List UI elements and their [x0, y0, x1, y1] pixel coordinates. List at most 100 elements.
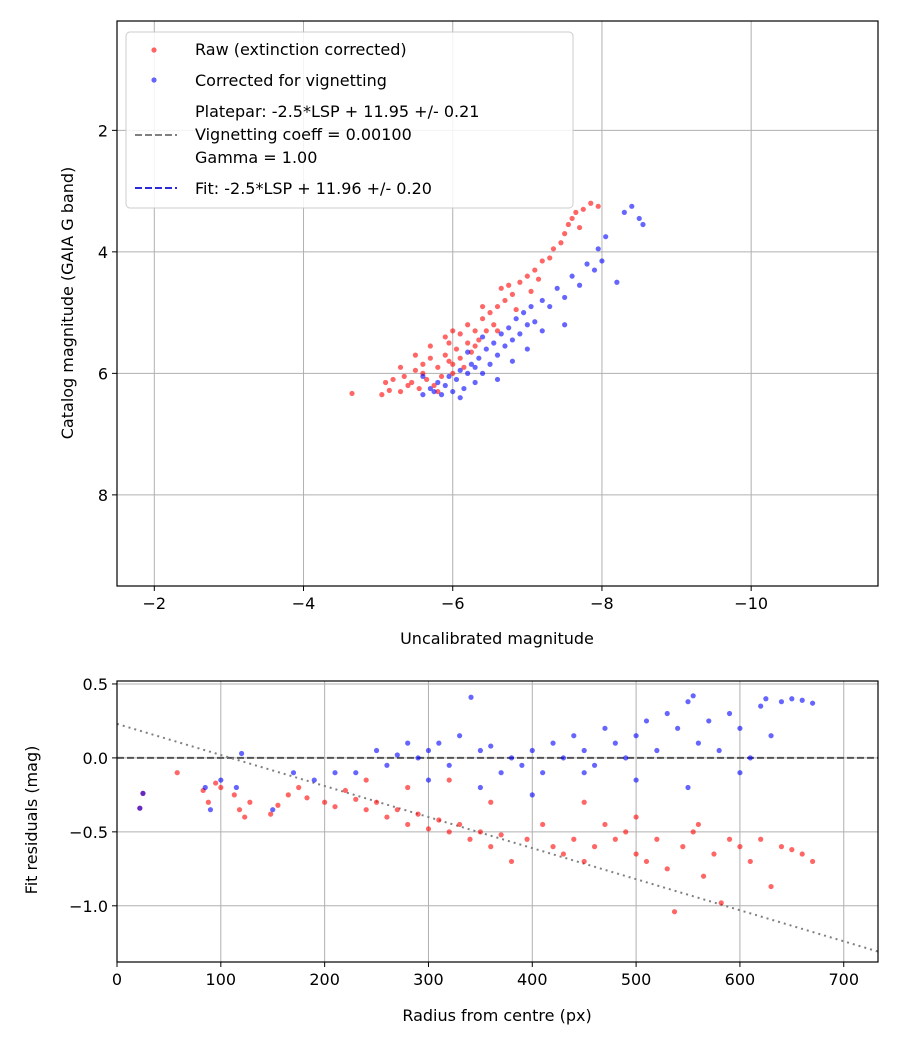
- data-point-series-0: [711, 851, 717, 857]
- x-tick-label: 300: [413, 970, 444, 989]
- data-point-series-0: [479, 316, 486, 322]
- y-tick-label: −0.5: [69, 823, 108, 842]
- bottom-y-ticks: 0.5 0.0 −0.5 −1.0: [69, 675, 117, 916]
- data-point-series-1: [465, 349, 471, 355]
- data-point-series-0: [386, 387, 392, 393]
- data-point-series-1: [521, 310, 527, 316]
- data-point-series-0: [405, 821, 411, 828]
- data-point-series-0: [467, 836, 473, 842]
- data-point-series-1: [438, 392, 445, 398]
- legend-marker-raw: [151, 47, 157, 53]
- legend: Raw (extinction corrected) Corrected for…: [125, 31, 574, 209]
- data-point-series-1: [524, 346, 530, 352]
- data-point-series-0: [442, 334, 448, 340]
- data-point-series-1: [629, 203, 635, 209]
- data-point-series-1: [763, 696, 769, 702]
- data-point-series-1: [581, 770, 587, 776]
- data-point-series-0: [382, 379, 389, 386]
- data-point-series-0: [332, 804, 338, 810]
- data-point-series-0: [453, 346, 460, 352]
- data-point-series-0: [465, 322, 471, 328]
- data-point-series-0: [487, 310, 493, 316]
- data-point-series-1: [425, 777, 432, 783]
- data-point-series-0: [502, 297, 508, 304]
- data-point-series-0: [457, 355, 463, 361]
- data-point-series-0: [450, 361, 456, 367]
- data-point-series-1: [457, 367, 463, 373]
- data-point-series-0: [322, 799, 328, 805]
- data-point-series-0: [581, 799, 587, 805]
- data-point-series-1: [513, 316, 519, 322]
- data-point-series-1: [353, 770, 359, 776]
- data-point-series-0: [205, 799, 211, 805]
- data-point-series-0: [528, 288, 534, 294]
- data-point-series-0: [700, 873, 707, 879]
- x-tick-label: 700: [828, 970, 859, 989]
- bottom-frame: [116, 680, 879, 963]
- data-point-series-1: [446, 762, 452, 768]
- data-point-series-0: [405, 784, 411, 791]
- data-point-series-0: [483, 328, 489, 334]
- data-point-series-0: [477, 829, 483, 835]
- data-point-series-0: [342, 787, 349, 794]
- y-tick-label: −1.0: [69, 897, 108, 916]
- data-point-series-1: [420, 373, 426, 380]
- data-point-series-1: [509, 358, 516, 364]
- data-point-series-0: [435, 364, 441, 370]
- data-point-series-0: [397, 364, 404, 370]
- data-point-series-0: [304, 795, 310, 801]
- reference-line-1: [117, 722, 878, 953]
- data-point-series-1: [685, 784, 691, 791]
- data-point-series-1: [420, 392, 426, 398]
- data-point-series-1: [614, 279, 620, 285]
- data-point-series-1: [465, 370, 471, 376]
- data-point-series-0: [569, 215, 575, 222]
- data-point-series-1: [425, 747, 432, 754]
- top-frame: [116, 20, 879, 587]
- data-point-series-0: [664, 866, 670, 872]
- data-point-series-0: [602, 821, 608, 828]
- data-point-series-0: [420, 361, 426, 367]
- bottom-y-axis-label: Fit residuals (mag): [22, 746, 41, 895]
- data-point-series-0: [535, 276, 542, 282]
- data-point-series-0: [390, 376, 396, 383]
- data-point-series-1: [554, 285, 560, 291]
- data-point-series-1: [560, 755, 567, 761]
- data-point-series-0: [427, 343, 433, 349]
- bottom-x-ticks: 0 100 200 300 400 500 600 700: [112, 962, 859, 989]
- data-point-series-0: [726, 836, 733, 842]
- bottom-points: [137, 693, 816, 915]
- data-point-series-1: [576, 282, 583, 288]
- data-point-series-0: [488, 799, 494, 805]
- data-point-series-1: [453, 376, 460, 383]
- x-tick-label: 600: [725, 970, 756, 989]
- data-point-series-1: [487, 361, 493, 367]
- data-point-series-0: [363, 777, 369, 783]
- data-point-series-0: [789, 847, 795, 853]
- data-point-series-1: [621, 209, 627, 215]
- legend-label-raw: Raw (extinction corrected): [195, 40, 407, 59]
- data-point-series-1: [633, 777, 639, 783]
- data-point-series-0: [623, 829, 629, 835]
- data-point-series-0: [524, 836, 530, 842]
- data-point-series-0: [488, 844, 494, 850]
- data-point-series-1: [789, 696, 795, 702]
- data-point-series-1: [640, 221, 646, 228]
- x-tick-label: 200: [309, 970, 340, 989]
- data-point-series-0: [457, 331, 463, 337]
- data-point-series-1: [476, 355, 482, 361]
- x-tick-label: 0: [112, 970, 122, 989]
- legend-label-fit: Fit: -2.5*LSP + 11.96 +/- 0.20: [195, 179, 432, 198]
- data-point-series-1: [373, 747, 380, 754]
- data-point-series-0: [588, 200, 594, 206]
- y-tick-label: 6: [98, 364, 108, 383]
- data-point-series-1: [270, 807, 276, 813]
- data-point-series-1: [664, 710, 670, 717]
- top-y-axis-label: Catalog magnitude (GAIA G band): [58, 167, 77, 439]
- data-point-series-0: [671, 909, 678, 915]
- data-point-series-1: [636, 215, 642, 222]
- data-point-series-1: [468, 361, 474, 367]
- data-point-series-0: [401, 373, 407, 380]
